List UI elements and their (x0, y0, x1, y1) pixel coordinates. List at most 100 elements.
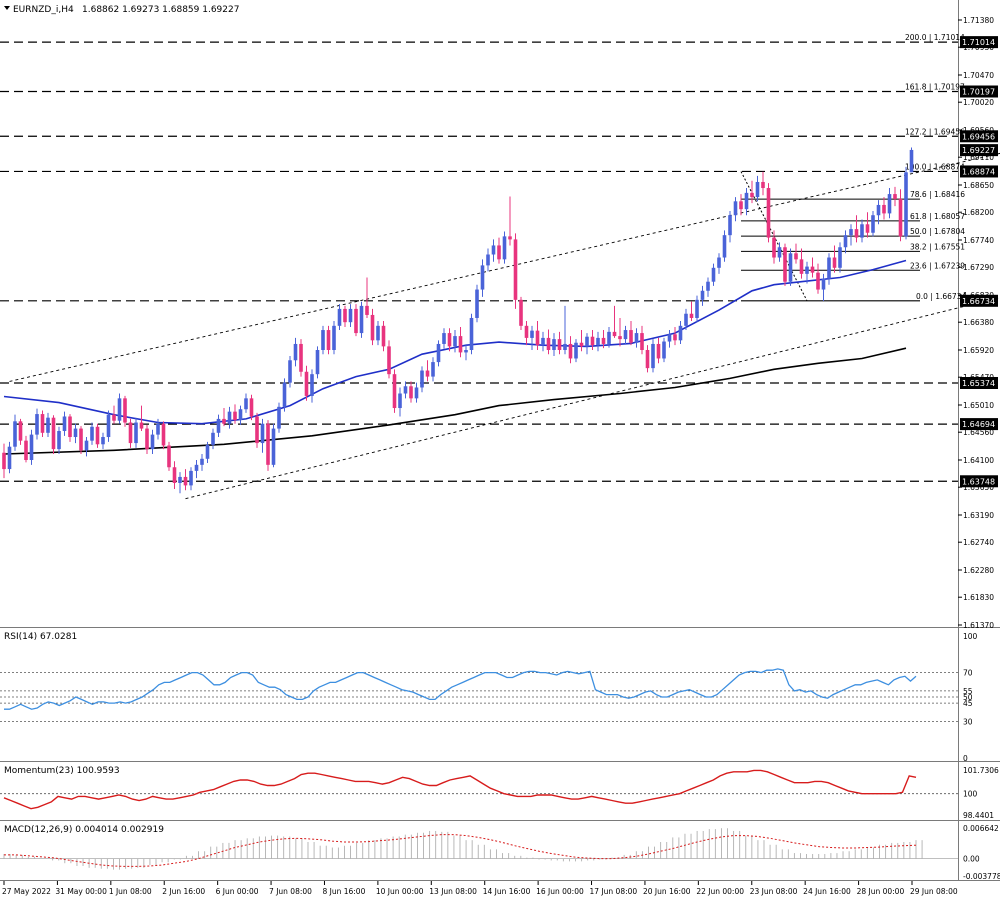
candle-body (277, 407, 281, 429)
price-tick-label: 1.64100 (963, 456, 994, 465)
candle-body (580, 343, 584, 347)
candle-body (415, 387, 419, 398)
price-tick-label: 1.67290 (963, 263, 994, 272)
date-tick-label: 29 Jun 08:00 (910, 887, 958, 896)
level-label: 0.0 | 1.66734 (916, 292, 966, 301)
candle-body (673, 334, 677, 340)
candle-body (635, 333, 639, 343)
candle-body (728, 215, 732, 235)
candle-body (145, 429, 149, 450)
candle-body (800, 259, 804, 274)
candle-body (382, 326, 386, 347)
candle-body (217, 419, 221, 433)
price-tick-label: 1.68200 (963, 208, 994, 217)
candle-body (772, 238, 776, 258)
candle-body (640, 333, 644, 350)
price-tag-text: 1.69456 (962, 132, 995, 141)
level-label: 200.0 | 1.71014 (905, 33, 965, 42)
symbol-label: EURNZD_i,H4 (13, 5, 74, 15)
candle-body (13, 421, 17, 446)
date-tick-label: 2 Jun 16:00 (162, 887, 205, 896)
candle-body (376, 326, 380, 341)
candle-body (585, 337, 589, 347)
candle-body (398, 394, 402, 409)
candle-body (734, 201, 738, 215)
candle-body (206, 445, 210, 459)
rsi-tick-label: 45 (963, 699, 973, 708)
rsi-title: RSI(14) 67.0281 (4, 632, 77, 642)
candle-body (855, 229, 859, 237)
momentum-tick-label: 101.7306 (963, 766, 999, 775)
candle-body (910, 150, 914, 172)
date-tick-label: 31 May 00:00 (55, 887, 107, 896)
candle-body (74, 429, 78, 437)
candle-body (464, 350, 468, 352)
candle-body (871, 215, 875, 233)
candle-body (30, 435, 34, 460)
candle-body (508, 236, 512, 239)
candle-body (250, 398, 254, 416)
candle-body (690, 314, 694, 318)
candle-body (602, 338, 606, 344)
candle-body (899, 199, 903, 236)
macd-title: MACD(12,26,9) 0.004014 0.002919 (4, 825, 164, 835)
fib-label: 61.8 | 1.68057 (910, 212, 965, 221)
candle-body (827, 258, 831, 279)
candle-body (266, 424, 270, 465)
candle-body (453, 336, 457, 346)
candle-body (189, 471, 193, 486)
candle-body (52, 418, 56, 449)
candle-body (57, 431, 61, 449)
candle-body (426, 371, 430, 377)
candle-body (860, 224, 864, 237)
candle-body (360, 306, 364, 333)
candle-body (437, 344, 441, 362)
price-tick-label: 1.62280 (963, 566, 994, 575)
candle-body (684, 314, 688, 326)
candle-body (393, 374, 397, 408)
price-tick-label: 1.65920 (963, 346, 994, 355)
candle-body (294, 344, 298, 360)
candle-body (514, 239, 518, 299)
candle-body (613, 332, 617, 336)
candle-body (695, 300, 699, 318)
candle-body (200, 459, 204, 465)
rsi-tick-label: 0 (963, 754, 968, 763)
candle-body (228, 412, 232, 424)
ohlc-label: 1.68862 1.69273 1.68859 1.69227 (82, 5, 239, 15)
candle-body (255, 416, 259, 443)
candle-body (459, 336, 463, 352)
candle-body (90, 427, 94, 441)
candle-body (2, 453, 6, 469)
candle-body (805, 267, 809, 274)
candle-body (624, 330, 628, 339)
fib-label: 50.0 | 1.67804 (910, 227, 965, 236)
candle-body (767, 188, 771, 238)
date-tick-label: 14 Jun 16:00 (483, 887, 531, 896)
candle-body (486, 255, 490, 266)
candle-body (195, 465, 199, 471)
price-tick-label: 1.65010 (963, 401, 994, 410)
candle-body (497, 245, 501, 259)
candle-body (167, 445, 171, 467)
candle-body (679, 326, 683, 341)
date-tick-label: 20 Jun 16:00 (643, 887, 691, 896)
candle-body (651, 344, 655, 368)
candle-body (184, 477, 188, 485)
price-tag-text: 1.68874 (962, 167, 995, 176)
candle-body (888, 194, 892, 213)
date-tick-label: 27 May 2022 (2, 887, 51, 896)
level-label: 161.8 | 1.70197 (905, 83, 965, 92)
candle-body (173, 467, 177, 483)
candle-body (140, 423, 144, 429)
candle-body (316, 350, 320, 374)
candle-body (761, 182, 765, 188)
candle-body (574, 343, 578, 359)
momentum-tick-label: 98.4401 (963, 811, 994, 820)
candle-body (343, 309, 347, 322)
candle-body (844, 235, 848, 247)
candle-body (349, 309, 353, 322)
candle-body (63, 416, 67, 431)
candle-body (272, 429, 276, 465)
date-tick-label: 28 Jun 00:00 (857, 887, 905, 896)
